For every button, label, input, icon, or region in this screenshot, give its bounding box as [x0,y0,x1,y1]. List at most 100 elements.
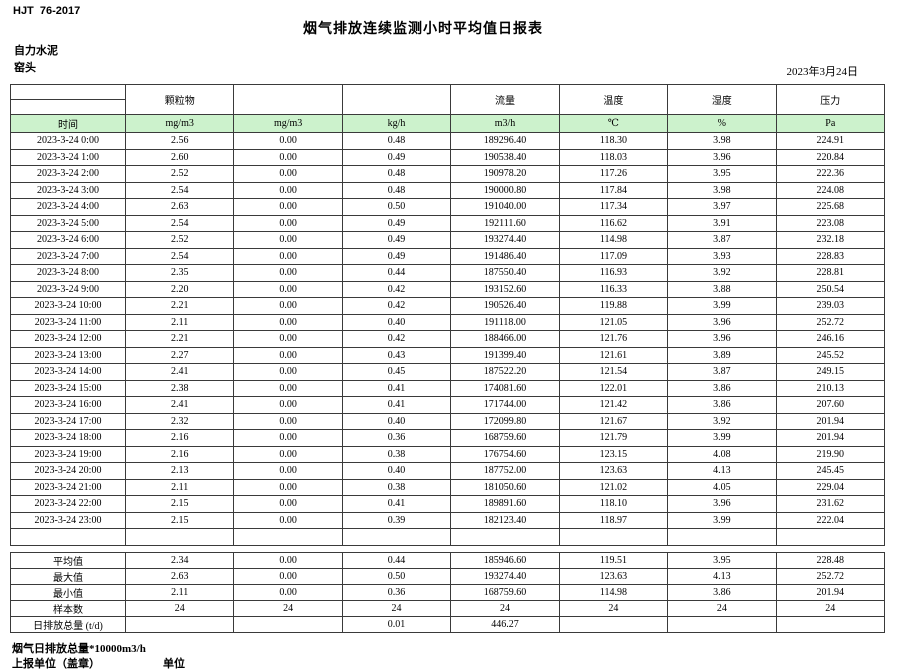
summary-value-cell: 24 [558,600,669,617]
station-name: 窑头 [14,62,36,74]
value-cell: 118.03 [558,148,669,166]
value-cell: 3.99 [667,297,777,315]
summary-value-cell: 0.00 [233,584,343,601]
value-cell: 0.00 [233,313,343,331]
value-cell: 121.67 [558,412,669,430]
value-cell: 239.03 [775,297,886,315]
value-cell: 0.38 [341,445,452,463]
time-cell: 2023-3-24 0:00 [10,132,126,150]
value-cell: 121.42 [558,396,669,414]
value-cell: 117.09 [558,247,669,265]
value-cell: 190538.40 [450,148,560,166]
value-cell: 119.88 [558,297,669,315]
time-cell: 2023-3-24 4:00 [10,198,126,216]
value-cell: 121.76 [558,330,669,348]
table-row: 2023-3-24 2:00 2.52 0.00 0.48 190978.20 … [10,165,886,183]
value-cell: 187522.20 [450,363,560,381]
value-cell: 231.62 [775,495,886,513]
summary-value-cell: 24 [775,600,886,617]
summary-value-cell: 114.98 [558,584,669,601]
value-cell: 0.00 [233,247,343,265]
empty-header-2 [341,84,452,115]
value-cell: 0.39 [341,511,452,529]
summary-value-cell [558,616,669,633]
table-row: 2023-3-24 7:00 2.54 0.00 0.49 191486.40 … [10,247,886,265]
value-cell: 2.35 [124,264,235,282]
value-cell: 0.45 [341,363,452,381]
time-cell: 2023-3-24 7:00 [10,247,126,265]
value-cell: 182123.40 [450,511,560,529]
summary-value-cell: 168759.60 [450,584,560,601]
time-cell: 2023-3-24 6:00 [10,231,126,249]
table-row: 2023-3-24 16:00 2.41 0.00 0.41 171744.00… [10,396,886,414]
unit-cell: mg/m3 [233,114,343,133]
value-cell: 0.00 [233,363,343,381]
summary-row: 日排放总量 (t/d) 0.01 446.27 [10,616,886,633]
value-cell: 4.13 [667,462,777,480]
summary-value-cell: 0.01 [341,616,452,633]
value-cell: 3.88 [667,280,777,298]
table-row: 2023-3-24 15:00 2.38 0.00 0.41 174081.60… [10,379,886,397]
value-cell: 190978.20 [450,165,560,183]
time-cell: 2023-3-24 15:00 [10,379,126,397]
unit-cell: ℃ [558,114,669,133]
value-cell: 172099.80 [450,412,560,430]
value-cell: 2.63 [124,198,235,216]
summary-value-cell: 0.50 [341,568,452,585]
value-cell: 0.00 [233,445,343,463]
value-cell: 3.86 [667,396,777,414]
value-cell: 2.15 [124,495,235,513]
unit-cell: kg/h [341,114,452,133]
value-cell: 121.05 [558,313,669,331]
value-cell: 0.49 [341,231,452,249]
header-row-top: 颗粒物 流量 温度 湿度 压力 [10,84,886,115]
value-cell: 3.99 [667,429,777,447]
table-row: 2023-3-24 13:00 2.27 0.00 0.43 191399.40… [10,346,886,364]
value-cell: 0.00 [233,396,343,414]
table-row: 2023-3-24 10:00 2.21 0.00 0.42 190526.40… [10,297,886,315]
humidity-header: 湿度 [667,84,777,115]
summary-value-cell: 24 [124,600,235,617]
value-cell: 171744.00 [450,396,560,414]
value-cell: 181050.60 [450,478,560,496]
value-cell: 0.00 [233,379,343,397]
value-cell: 3.91 [667,214,777,232]
summary-value-cell: 4.13 [667,568,777,585]
value-cell: 228.81 [775,264,886,282]
value-cell: 2.21 [124,330,235,348]
summary-label-cell: 日排放总量 (t/d) [10,616,126,633]
value-cell: 117.34 [558,198,669,216]
value-cell: 2.11 [124,478,235,496]
value-cell: 3.99 [667,511,777,529]
value-cell: 0.40 [341,462,452,480]
time-cell: 2023-3-24 3:00 [10,181,126,199]
summary-value-cell [667,616,777,633]
flow-header: 流量 [450,84,560,115]
unit-row: 时间 mg/m3 mg/m3 kg/h m3/h ℃ % Pa [10,114,886,133]
value-cell: 250.54 [775,280,886,298]
value-cell: 114.98 [558,231,669,249]
table-row: 2023-3-24 6:00 2.52 0.00 0.49 193274.40 … [10,231,886,249]
time-label-cell: 时间 [10,114,126,133]
value-cell: 3.92 [667,412,777,430]
value-cell: 0.40 [341,313,452,331]
value-cell: 0.00 [233,429,343,447]
value-cell: 193274.40 [450,231,560,249]
summary-value-cell [233,616,343,633]
time-cell: 2023-3-24 8:00 [10,264,126,282]
summary-label-cell: 最小值 [10,584,126,601]
value-cell: 116.62 [558,214,669,232]
value-cell: 2.54 [124,247,235,265]
value-cell: 188466.00 [450,330,560,348]
value-cell: 2.16 [124,429,235,447]
summary-value-cell: 24 [233,600,343,617]
value-cell: 0.00 [233,231,343,249]
value-cell: 3.96 [667,495,777,513]
time-cell: 2023-3-24 2:00 [10,165,126,183]
value-cell: 2.54 [124,214,235,232]
time-cell: 2023-3-24 11:00 [10,313,126,331]
value-cell: 118.30 [558,132,669,150]
summary-value-cell: 2.11 [124,584,235,601]
value-cell: 4.08 [667,445,777,463]
value-cell: 245.45 [775,462,886,480]
